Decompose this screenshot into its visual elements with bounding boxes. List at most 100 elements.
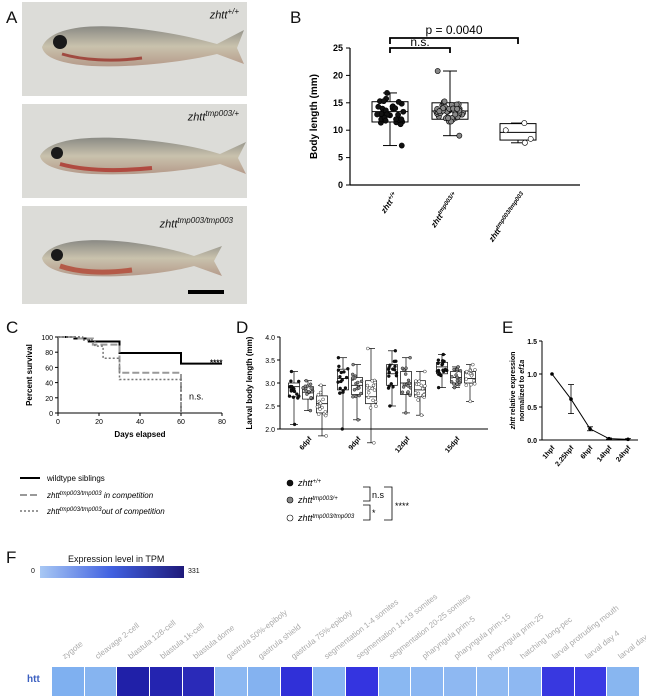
c-xtick-label-4: 80 [218,419,226,426]
d-point [408,386,413,390]
d-point [468,399,472,404]
b-point [452,111,459,118]
d-point [423,384,427,388]
d-point [341,390,345,394]
d-point [324,413,328,418]
chart-e-expression: 0.0 0.5 1.0 1.5 zhtt relative expression norm… [510,339,638,468]
b-ytick-label-1: 5 [338,153,343,163]
b-point [393,116,399,123]
d-legend-marker-1 [286,496,294,504]
d-point [323,410,328,414]
d-point [387,374,391,378]
d-box [316,395,328,414]
b-point [527,135,534,142]
heatmap-cell [248,667,281,696]
chart-d-larval-length: 2.0 2.5 3.0 3.5 4.0 Larval body length (mm) 6d… [245,335,488,523]
d-point [307,390,311,394]
heatmap-cell [84,667,118,696]
d-point [455,375,459,380]
d-point [392,368,397,372]
d-point [408,356,412,360]
heatmap-cell [280,667,314,696]
d-point [436,385,441,390]
panel-label-c: C [6,318,19,337]
d-point [394,371,399,375]
d-point [388,404,392,408]
d-point [373,380,377,385]
d-point [435,369,440,373]
d-point [387,366,391,370]
d-point [419,413,424,417]
b-box-2 [499,123,537,141]
d-point [464,383,468,387]
d-point [359,391,363,396]
d-point [452,382,456,386]
d-point [308,408,313,413]
b-point [398,142,405,149]
c-series-1 [58,336,182,413]
d-point [318,401,323,405]
b-point [382,117,389,124]
d-point [304,378,308,383]
e-ytick-label-2: 1.0 [527,372,537,379]
b-point [436,108,443,115]
heatmap-cell [509,667,542,696]
b-ylabel: Body length (mm) [309,74,320,159]
heatmap-column-label: zygote [60,639,85,661]
heatmap-cell [52,667,85,696]
heatmap-row [52,667,640,696]
heatmap-cell [607,667,640,696]
d-sig-inner-top: n.s [372,490,385,500]
d-point [417,379,421,384]
d-point [305,392,309,396]
e-xtick-label-3: 14hpf [596,444,614,463]
b-point [521,139,528,146]
d-point [287,394,292,398]
c-ytick-label-4: 80 [45,350,53,357]
heatmap-cell [150,667,183,696]
d-point [318,407,322,411]
b-annotation-p: p = 0.0040 [425,23,482,37]
d-xtick-label-1: 9dpf [348,435,363,451]
c-annotation-ns: n.s. [189,391,204,401]
d-point [315,405,320,409]
c-ytick-label-0: 0 [49,411,53,418]
d-point [455,378,460,383]
d-point [436,358,441,362]
heatmap-column-label: larval day 5 [616,629,646,661]
d-legend-label-1: zhtttmp003/+ [297,495,338,505]
d-point [292,389,297,394]
b-point [456,132,463,139]
d-point [351,362,355,367]
d-point [343,386,348,390]
b-point [380,98,387,105]
d-point [319,383,323,388]
d-point [290,384,294,389]
heatmap-cell [313,667,346,696]
fish-label-homozygous: zhtttmp003/tmp003 [159,216,233,231]
heatmap-cell [346,667,379,696]
d-point [408,393,412,398]
d-point [338,375,342,379]
d-point [452,367,456,372]
d-point [393,349,398,353]
d-point [406,390,410,394]
d-point [471,362,475,367]
d-sig-outer: **** [395,501,410,511]
b-point [374,111,381,118]
d-point [420,386,425,391]
e-point-0 [550,372,554,376]
d-point [321,397,325,402]
c-ytick-label-5: 100 [41,335,53,342]
d-legend-label-0: zhtt+/+ [297,478,322,488]
c-xtick-label-1: 20 [95,419,103,426]
d-point [416,398,420,402]
d-legend-marker-0 [286,479,294,487]
fish-photo-homozygous: zhtttmp003/tmp003 [22,206,247,304]
d-point [441,368,445,372]
d-bracket-inner-bottom [363,504,371,521]
d-point [389,382,393,386]
d-point [309,396,313,400]
d-point [350,376,355,380]
d-point [455,367,459,372]
